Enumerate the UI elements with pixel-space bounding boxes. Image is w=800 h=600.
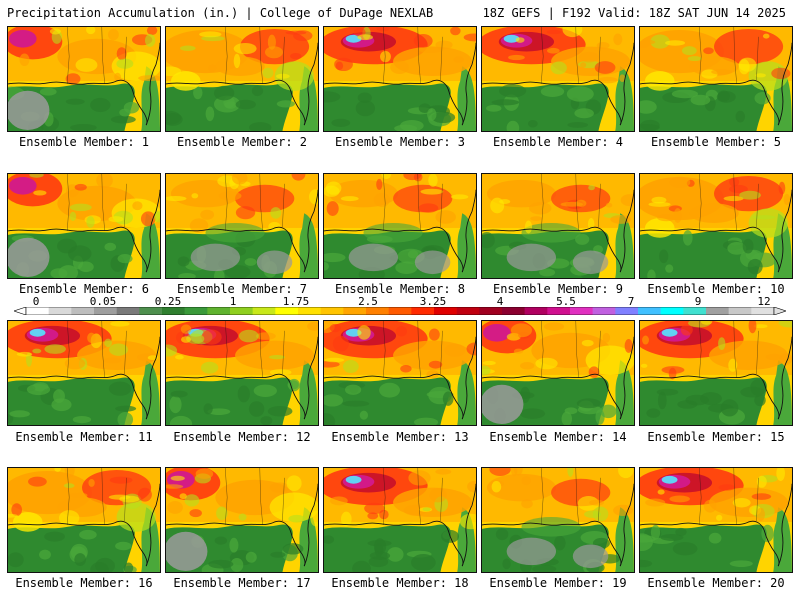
ensemble-member-map <box>7 320 161 426</box>
ensemble-member-label: Ensemble Member: 9 <box>492 282 624 296</box>
ensemble-member-label: Ensemble Member: 4 <box>492 135 624 149</box>
colorbar-tick-label: 12 <box>757 295 771 308</box>
map-title: Precipitation Accumulation (in.) | Colle… <box>7 6 434 20</box>
ensemble-member-label: Ensemble Member: 16 <box>15 576 153 590</box>
ensemble-member-map <box>481 26 635 132</box>
ensemble-member-label: Ensemble Member: 20 <box>647 576 785 590</box>
ensemble-member-label: Ensemble Member: 3 <box>334 135 466 149</box>
ensemble-member-label: Ensemble Member: 12 <box>173 430 311 444</box>
colorbar-tick-label: 5.5 <box>556 295 576 308</box>
ensemble-member-map <box>323 467 477 573</box>
ensemble-member-map <box>639 467 793 573</box>
colorbar-tick-label: 0.25 <box>154 295 182 308</box>
ensemble-member-label: Ensemble Member: 15 <box>647 430 785 444</box>
colorbar-tick-label: 0 <box>32 295 40 308</box>
ensemble-member-map <box>165 467 319 573</box>
colorbar-tick-label: 1.75 <box>282 295 310 308</box>
ensemble-member-map <box>165 320 319 426</box>
colorbar-tick-label: 7 <box>627 295 635 308</box>
colorbar-tick-label: 3.25 <box>419 295 447 308</box>
ensemble-member-label: Ensemble Member: 5 <box>650 135 782 149</box>
ensemble-member-label: Ensemble Member: 14 <box>489 430 627 444</box>
ensemble-member-label: Ensemble Member: 1 <box>18 135 150 149</box>
ensemble-member-label: Ensemble Member: 19 <box>489 576 627 590</box>
precip-colorbar <box>14 307 786 315</box>
colorbar-tick-label: 2.5 <box>358 295 378 308</box>
ensemble-member-map <box>639 173 793 279</box>
ensemble-member-label: Ensemble Member: 17 <box>173 576 311 590</box>
ensemble-member-map <box>323 320 477 426</box>
colorbar-tick-label: 9 <box>694 295 702 308</box>
ensemble-member-label: Ensemble Member: 10 <box>647 282 785 296</box>
colorbar-tick-label: 4 <box>496 295 504 308</box>
ensemble-member-map <box>165 173 319 279</box>
ensemble-member-label: Ensemble Member: 13 <box>331 430 469 444</box>
ensemble-member-map <box>481 173 635 279</box>
ensemble-member-label: Ensemble Member: 6 <box>18 282 150 296</box>
ensemble-member-map <box>165 26 319 132</box>
ensemble-member-label: Ensemble Member: 8 <box>334 282 466 296</box>
ensemble-member-map <box>7 467 161 573</box>
colorbar-tick-label: 1 <box>229 295 237 308</box>
ensemble-member-map <box>481 467 635 573</box>
ensemble-member-map <box>639 26 793 132</box>
ensemble-member-map <box>7 173 161 279</box>
ensemble-member-map <box>323 26 477 132</box>
ensemble-member-label: Ensemble Member: 18 <box>331 576 469 590</box>
ensemble-member-map <box>639 320 793 426</box>
model-run-info: 18Z GEFS | F192 Valid: 18Z SAT JUN 14 20… <box>482 6 786 20</box>
ensemble-member-map <box>481 320 635 426</box>
ensemble-member-label: Ensemble Member: 7 <box>176 282 308 296</box>
colorbar-tick-label: 0.05 <box>89 295 117 308</box>
ensemble-member-label: Ensemble Member: 2 <box>176 135 308 149</box>
ensemble-member-map <box>323 173 477 279</box>
ensemble-member-label: Ensemble Member: 11 <box>15 430 153 444</box>
ensemble-member-map <box>7 26 161 132</box>
